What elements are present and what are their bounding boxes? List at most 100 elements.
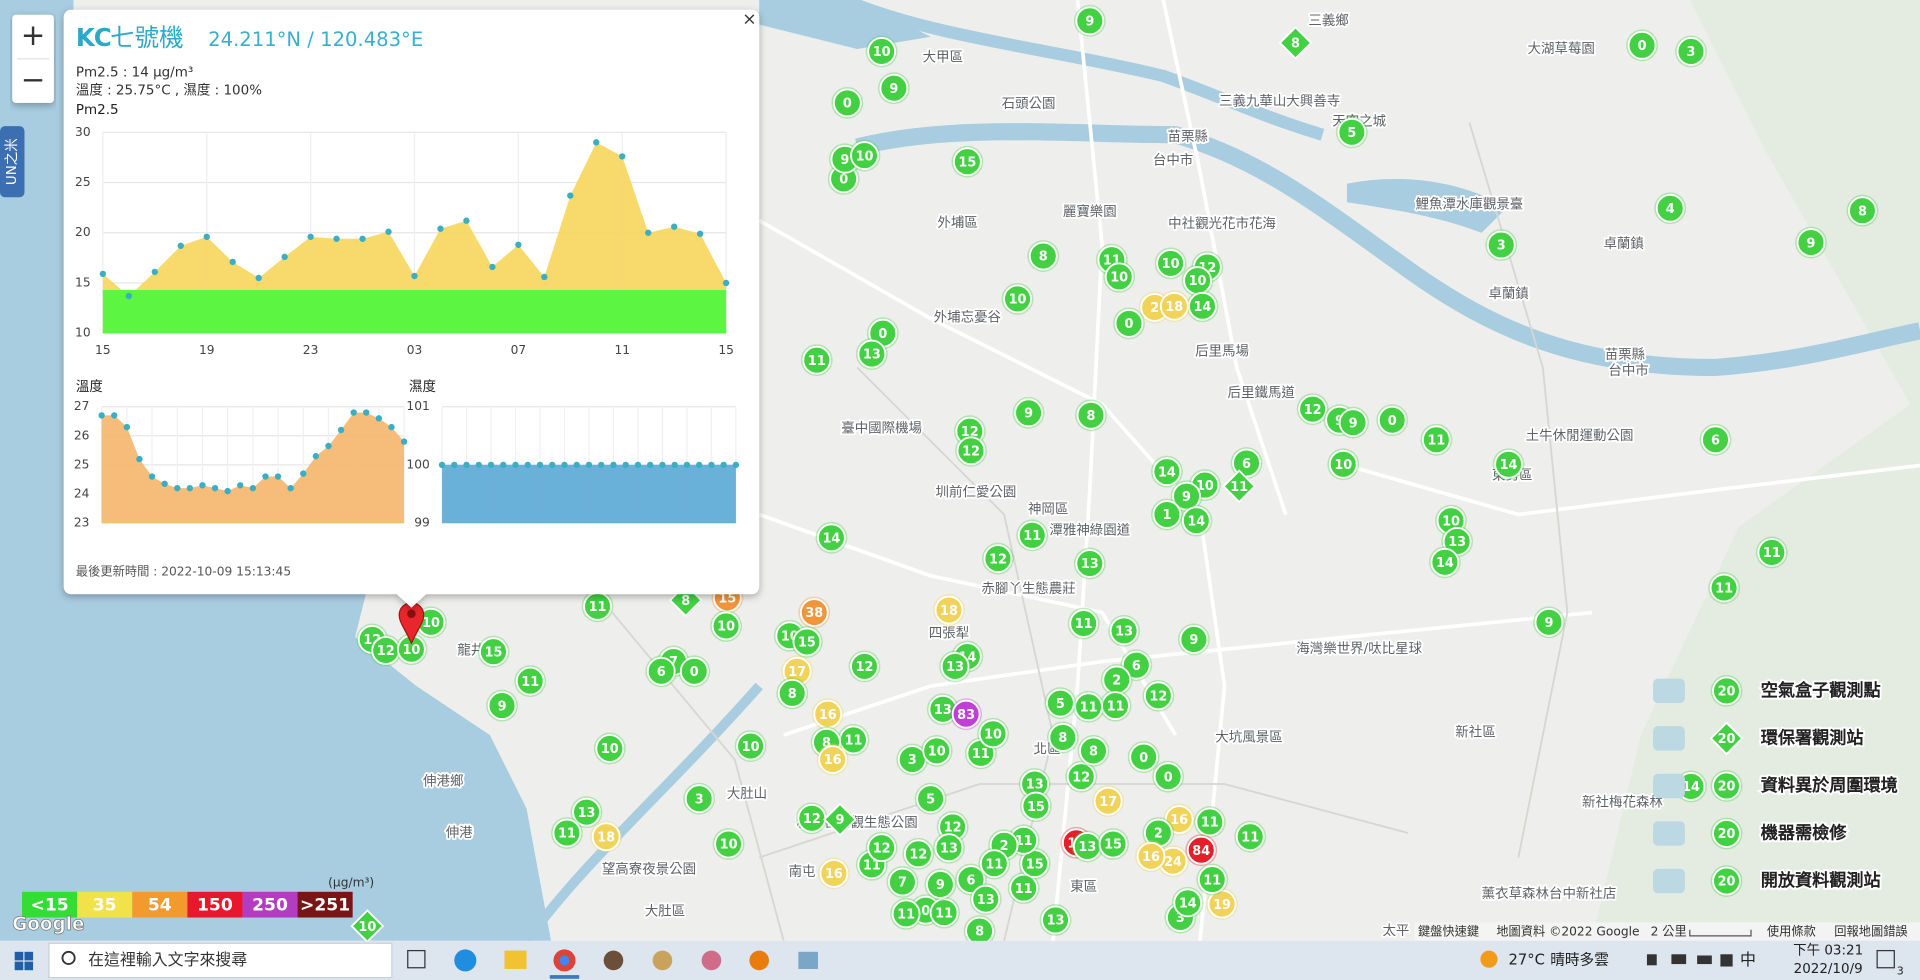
zoom-out[interactable]: − [21, 62, 46, 96]
station-marker[interactable]: 24 [1157, 845, 1189, 878]
station-marker[interactable]: 12 [953, 415, 986, 448]
station-marker[interactable]: 0 [1376, 404, 1409, 437]
map[interactable]: 三義鄉大甲區苗栗縣台中市石頭公園三義九華山大興善寺天空之城鯉魚潭水庫觀景臺卓蘭鎮… [0, 0, 1920, 947]
station-marker[interactable]: 8 [776, 677, 809, 710]
station-marker[interactable]: 12 [865, 831, 898, 864]
station-marker[interactable]: 8 [963, 915, 996, 947]
station-marker[interactable]: 0 [1127, 741, 1160, 773]
station-marker[interactable]: 5 [1335, 116, 1368, 149]
station-marker[interactable]: 11 [581, 590, 614, 623]
station-marker[interactable]: 8 [1846, 194, 1879, 227]
station-marker[interactable]: 12 [955, 434, 987, 467]
station-marker[interactable]: 3 [683, 782, 716, 815]
station-marker[interactable]: 11 [551, 817, 583, 849]
station-marker[interactable]: 1 [1151, 498, 1183, 531]
notification-icon[interactable] [1876, 949, 1895, 969]
station-marker[interactable]: 11 [1072, 690, 1105, 723]
station-marker[interactable]: 5 [1044, 687, 1077, 720]
station-marker[interactable]: 10 [1154, 247, 1187, 280]
station-marker[interactable]: 11 [1007, 872, 1040, 905]
station-marker[interactable]: 6 [1230, 447, 1263, 479]
station-marker[interactable]: 8 [1075, 399, 1107, 432]
side-tab-label[interactable]: UN之米 [4, 138, 20, 185]
station-marker[interactable]: 16 [817, 857, 850, 890]
station-marker[interactable]: 11 [1016, 519, 1049, 552]
station-marker[interactable]: 0 [678, 655, 711, 688]
clock-time[interactable]: 下午 03:21 [1793, 943, 1863, 959]
station-marker[interactable]: 10 [734, 730, 767, 762]
taskbar-apps[interactable] [407, 949, 818, 979]
station-marker[interactable]: 9 [1170, 480, 1203, 513]
station-marker[interactable]: 2 [1142, 817, 1175, 849]
station-marker[interactable]: 13 [933, 831, 965, 864]
station-marker[interactable]: 11 [1234, 820, 1267, 853]
terms[interactable]: 使用條款 [1767, 924, 1816, 939]
temperature[interactable]: 27°C [1509, 951, 1545, 968]
close-button[interactable]: × [742, 10, 756, 30]
station-marker[interactable]: 16 [811, 698, 844, 731]
station-marker[interactable]: 10 [712, 828, 745, 860]
station-marker[interactable]: 11 [928, 896, 960, 929]
station-marker[interactable]: 13 [939, 650, 972, 683]
station-marker[interactable]: 2 [1100, 663, 1133, 696]
station-marker[interactable]: 0 [1113, 307, 1145, 340]
station-marker[interactable]: 9 [823, 802, 857, 837]
station-marker[interactable]: 9 [1012, 396, 1045, 429]
station-marker[interactable]: 15 [1097, 828, 1129, 860]
station-marker[interactable]: 14 [1186, 290, 1219, 323]
station-marker[interactable]: 13 [969, 883, 1002, 916]
station-marker[interactable]: 15 [1020, 790, 1052, 822]
station-marker[interactable]: 11 [800, 344, 833, 377]
station-marker[interactable]: 14 [1492, 448, 1525, 481]
station-marker[interactable]: 10 [593, 732, 626, 765]
station-marker[interactable]: 4 [1654, 192, 1687, 225]
station-marker[interactable]: 17 [1092, 785, 1125, 818]
station-marker[interactable]: 10 [1103, 260, 1136, 293]
station-marker[interactable]: 15 [477, 635, 510, 668]
station-marker[interactable]: 9 [1073, 4, 1106, 37]
station-marker[interactable]: 14 [1171, 886, 1204, 919]
station-marker[interactable]: 16 [816, 743, 849, 776]
station-marker[interactable]: 12 [1065, 760, 1098, 793]
station-marker[interactable]: 11 [1196, 863, 1229, 896]
station-marker[interactable]: 11 [1222, 469, 1257, 504]
station-marker[interactable]: 12 [982, 542, 1014, 575]
station-marker[interactable]: 18 [933, 594, 965, 626]
station-marker[interactable]: 83 [950, 698, 983, 731]
station-marker[interactable]: 13 [1108, 614, 1140, 647]
station-marker[interactable]: 13 [1039, 904, 1072, 936]
station-marker[interactable]: 12 [1142, 679, 1175, 712]
station-marker[interactable]: 18 [590, 820, 623, 853]
station-marker[interactable]: 10 [1001, 282, 1034, 315]
search-box[interactable] [48, 942, 393, 979]
station-marker[interactable]: 9 [1533, 606, 1565, 639]
station-marker[interactable]: 7 [886, 866, 919, 898]
station-marker[interactable]: 12 [795, 802, 828, 835]
station-marker[interactable]: 11 [1099, 689, 1132, 722]
clock-date[interactable]: 2022/10/9 [1794, 961, 1863, 977]
station-marker[interactable]: 8 [1027, 240, 1060, 272]
station-marker[interactable]: 10 [1181, 264, 1214, 297]
station-marker[interactable]: 3 [1485, 229, 1518, 261]
station-marker[interactable]: 3 [896, 743, 929, 776]
station-marker[interactable]: 13 [1071, 830, 1104, 863]
station-marker[interactable]: 0 [831, 86, 864, 119]
station-marker[interactable]: 15 [791, 625, 823, 658]
station-marker[interactable]: 9 [486, 689, 518, 722]
tray-icons[interactable] [1646, 954, 1733, 967]
zoom-in[interactable]: + [21, 18, 46, 52]
station-marker[interactable]: 0 [1626, 29, 1658, 62]
station-marker[interactable]: 12 [1296, 393, 1329, 426]
station-marker[interactable]: 38 [798, 596, 831, 629]
station-marker[interactable]: 9 [877, 72, 910, 105]
side-tab[interactable]: UN之米 [0, 126, 25, 198]
station-marker[interactable]: 13 [1073, 547, 1106, 580]
ime[interactable]: 中 [1740, 950, 1756, 969]
station-marker[interactable]: 12 [902, 837, 935, 870]
shortcuts[interactable]: 鍵盤快速鍵 [1418, 924, 1479, 939]
station-marker[interactable]: 5 [914, 782, 947, 815]
station-marker[interactable]: 13 [855, 338, 888, 370]
station-marker[interactable]: 11 [890, 897, 923, 930]
station-marker[interactable]: 9 [924, 868, 957, 901]
weather[interactable]: 晴時多雲 [1550, 950, 1609, 968]
